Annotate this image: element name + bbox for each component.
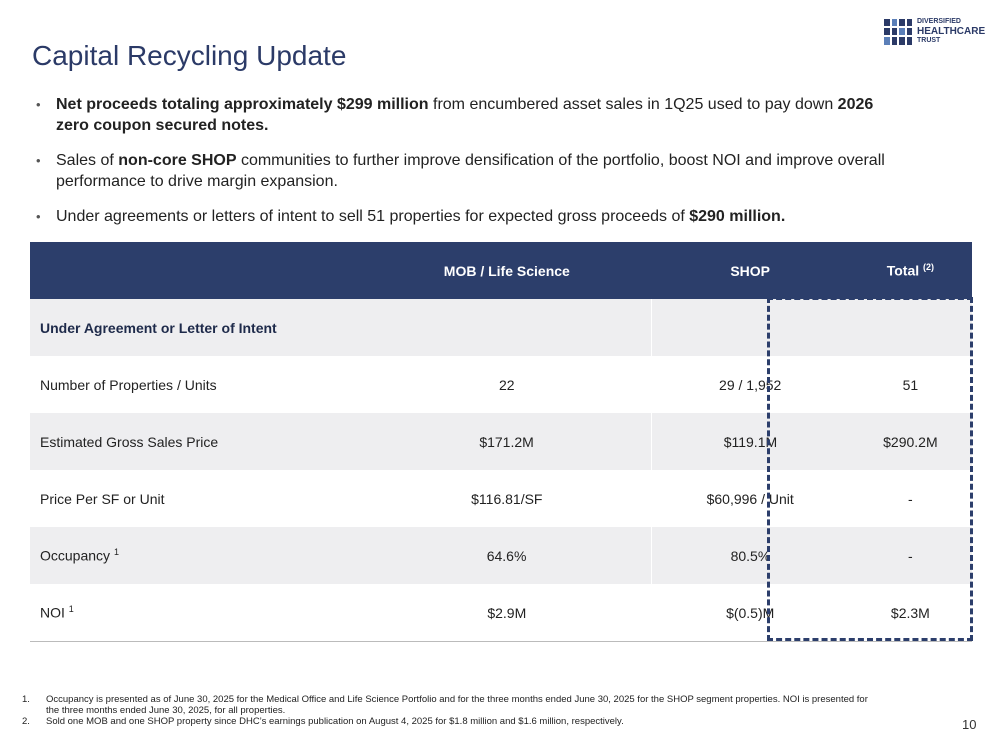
header-cell: Total (2) bbox=[848, 242, 972, 299]
header-cell: SHOP bbox=[651, 242, 849, 299]
logo-line: HEALTHCARE bbox=[917, 26, 986, 37]
row-label: Occupancy 1 bbox=[30, 527, 362, 584]
cell: $290.2M bbox=[848, 413, 972, 470]
cell: $171.2M bbox=[362, 413, 653, 470]
label-text: Number of Properties / Units bbox=[40, 376, 217, 393]
bullet-text: 2026 zero coupon secured notes. bbox=[56, 96, 874, 134]
label-text: Total bbox=[886, 262, 920, 279]
row: Estimated Gross Sales Price $171.2M $119.1… bbox=[30, 413, 972, 470]
cell bbox=[362, 299, 653, 356]
logo-line: TRUST bbox=[917, 37, 941, 44]
bullet-text: communities to further improve densifica… bbox=[56, 152, 885, 190]
footnote-marker: 1. bbox=[22, 694, 30, 705]
label-text: SHOP bbox=[730, 262, 771, 279]
label-text: Occupancy bbox=[40, 547, 111, 564]
header-row: MOB / Life Science SHOP Total (2) bbox=[30, 242, 972, 299]
section-row: Under Agreement or Letter of Intent bbox=[30, 299, 972, 356]
cell: 29 / 1,952 bbox=[719, 376, 782, 393]
header-cell: MOB / Life Science bbox=[362, 242, 652, 299]
footnote-ref: 1 bbox=[68, 604, 74, 615]
label-text: Price Per SF or Unit bbox=[40, 490, 165, 507]
footnote-text: Sold one MOB and one SHOP property since… bbox=[46, 716, 624, 727]
section-cell: Under Agreement or Letter of Intent bbox=[30, 299, 362, 356]
cell: $2.3M bbox=[848, 584, 972, 642]
cell: $116.81/SF bbox=[471, 490, 543, 507]
bullet-text: non-core SHOP bbox=[118, 152, 237, 169]
cell: $60,996 / Unit bbox=[706, 490, 794, 507]
footnote-marker: 2. bbox=[22, 716, 30, 727]
logo-mark bbox=[884, 18, 912, 45]
label-text: NOI bbox=[40, 604, 65, 621]
logo-line: DIVERSIFIED bbox=[917, 18, 961, 25]
logo-text: DIVERSIFIED HEALTHCARE TRUST bbox=[917, 18, 985, 45]
row-label: NOI 1 bbox=[30, 584, 362, 642]
bullet-text: Net proceeds totaling approximately $299… bbox=[56, 96, 429, 113]
bullet: Sales of non-core SHOP communities to fu… bbox=[36, 150, 956, 192]
cell: $(0.5)M bbox=[651, 584, 849, 642]
header-cell bbox=[30, 242, 362, 299]
cell: - bbox=[908, 490, 913, 507]
bullet-text: Sales of bbox=[56, 152, 119, 169]
row: NOI 1 $2.9M $(0.5)M $2.3M bbox=[30, 584, 972, 642]
cell: $2.9M bbox=[362, 584, 652, 642]
cell: - bbox=[848, 527, 972, 584]
cell bbox=[651, 299, 849, 356]
bullet-text: from encumbered asset sales in 1Q25 used… bbox=[428, 96, 838, 113]
bullet-text: Under agreements or letters of intent to… bbox=[56, 208, 690, 225]
label-text: MOB / Life Science bbox=[443, 262, 570, 279]
cell: $119.1M bbox=[651, 413, 849, 470]
footnotes: 1. Occupancy is presented as of June 30, … bbox=[22, 694, 882, 727]
cell bbox=[848, 299, 972, 356]
row-label: Estimated Gross Sales Price bbox=[30, 413, 362, 470]
table: MOB / Life Science SHOP Total (2) Under Agr… bbox=[30, 242, 972, 642]
row: Price Per SF or Unit $116.81/SF $60,996 / … bbox=[30, 470, 972, 527]
row: Occupancy 1 64.6% 80.5% - bbox=[30, 527, 972, 584]
row-label: Price Per SF or Unit bbox=[30, 470, 362, 527]
cell: 51 bbox=[902, 376, 919, 393]
footnote-ref: 1 bbox=[113, 547, 119, 558]
logo: DIVERSIFIED HEALTHCARE TRUST bbox=[884, 18, 985, 45]
cell: 80.5% bbox=[651, 527, 849, 584]
row: Number of Properties / Units 22 29 / 1,952… bbox=[30, 356, 972, 413]
bullet: Net proceeds totaling approximately $299… bbox=[36, 94, 906, 136]
title: Capital Recycling Update bbox=[32, 40, 347, 71]
footnote: 1. Occupancy is presented as of June 30, … bbox=[22, 694, 882, 716]
row-label: Number of Properties / Units bbox=[30, 356, 362, 413]
bullet: Under agreements or letters of intent to… bbox=[36, 206, 956, 227]
bullets: Net proceeds totaling approximately $299… bbox=[36, 94, 956, 241]
footnote: 2. Sold one MOB and one SHOP property sin… bbox=[22, 716, 882, 727]
label-text: Estimated Gross Sales Price bbox=[40, 433, 219, 450]
page-number: 10 bbox=[962, 717, 977, 732]
footnote-ref: (2) bbox=[923, 262, 935, 273]
footnote-text: Occupancy is presented as of June 30, 20… bbox=[46, 694, 868, 716]
bullet-text: $290 million. bbox=[689, 208, 786, 225]
cell: 64.6% bbox=[362, 527, 653, 584]
cell: 22 bbox=[499, 376, 515, 393]
